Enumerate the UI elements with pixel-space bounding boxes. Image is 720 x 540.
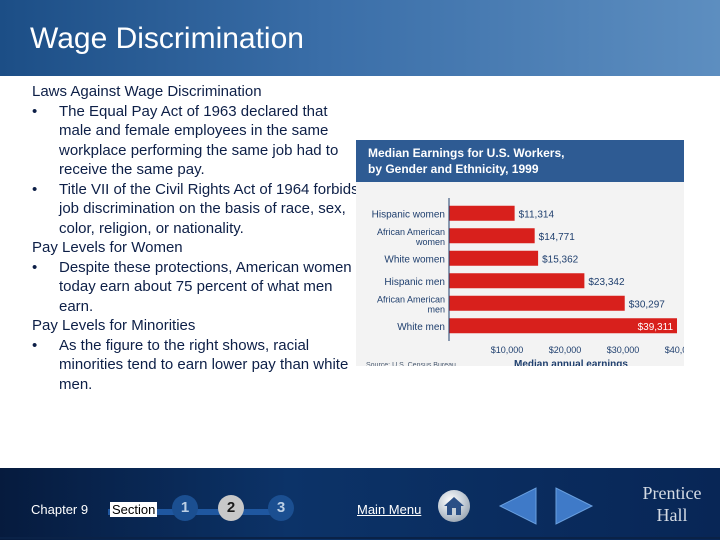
brand-line-2: Hall (656, 505, 688, 525)
heading-laws: Laws Against Wage Discrimination (32, 83, 262, 100)
earnings-chart: Median Earnings for U.S. Workers, by Gen… (356, 140, 684, 366)
x-tick-label: $20,000 (549, 345, 582, 355)
slide-title: Wage Discrimination (30, 22, 304, 55)
chart-bar (449, 273, 585, 289)
chapter-label[interactable]: Chapter 9 (31, 502, 89, 517)
forward-button[interactable] (552, 484, 596, 528)
bullet-dot: • (32, 336, 38, 354)
chart-title-bar: Median Earnings for U.S. Workers, by Gen… (356, 140, 684, 182)
value-label: $11,314 (519, 209, 555, 220)
bullet-dot: • (32, 180, 38, 198)
value-label: $15,362 (542, 254, 579, 265)
chart-source: Source: U.S. Census Bureau (366, 362, 456, 366)
bullet-equal-pay: • The Equal Pay Act of 1963 declared that… (32, 102, 362, 180)
x-axis-title: Median annual earnings (514, 359, 628, 366)
category-label: Hispanic women (372, 209, 445, 220)
value-label: $39,311 (638, 322, 674, 333)
category-label: African American (377, 227, 445, 237)
title-bar: Wage Discrimination (0, 0, 720, 76)
bullet-text: The Equal Pay Act of 1963 declared that … (59, 102, 339, 179)
x-tick-label: $30,000 (607, 345, 640, 355)
bullet-minorities-pay: • As the figure to the right shows, racia… (32, 336, 362, 395)
house-icon (444, 497, 464, 515)
chart-bar (449, 250, 539, 266)
bullet-title-vii: • Title VII of the Civil Rights Act of 19… (32, 180, 362, 239)
heading-minorities: Pay Levels for Minorities (32, 317, 196, 334)
chart-title: Median Earnings for U.S. Workers, (368, 146, 565, 160)
category-label: African American (377, 294, 445, 304)
brand-line-1: Prentice (642, 483, 702, 503)
bullet-women-pay: • Despite these protections, American wom… (32, 258, 362, 317)
category-label: men (427, 304, 445, 314)
chart-bar (449, 318, 678, 334)
value-label: $14,771 (539, 232, 576, 243)
x-tick-label: $10,000 (491, 345, 524, 355)
back-arrow-icon (498, 487, 537, 525)
bullet-dot: • (32, 258, 38, 276)
bullet-dot: • (32, 102, 38, 120)
forward-arrow-icon (555, 487, 594, 525)
category-label: White women (384, 254, 445, 265)
chart-bar (449, 295, 625, 311)
back-button[interactable] (496, 484, 540, 528)
x-tick-label: $40,000 (665, 345, 684, 355)
chart-bar (449, 205, 515, 221)
heading-women: Pay Levels for Women (32, 239, 183, 256)
section-label: Section (110, 502, 158, 517)
chart-subtitle: by Gender and Ethnicity, 1999 (368, 162, 539, 176)
slide-content: Laws Against Wage Discrimination • The Eq… (32, 82, 362, 394)
chart-bar (449, 228, 535, 244)
prentice-hall-logo: Prentice Hall (630, 482, 714, 532)
bullet-text: Title VII of the Civil Rights Act of 196… (59, 180, 359, 237)
home-button[interactable] (438, 490, 470, 522)
main-menu-link[interactable]: Main Menu (357, 502, 422, 517)
bullet-text: As the figure to the right shows, racial… (59, 336, 349, 393)
value-label: $23,342 (588, 277, 625, 288)
category-label: White men (397, 322, 445, 333)
value-label: $30,297 (629, 299, 666, 310)
section-1-button[interactable]: 1 (172, 495, 198, 521)
section-2-button[interactable]: 2 (218, 495, 244, 521)
section-3-button[interactable]: 3 (268, 495, 294, 521)
bullet-text: Despite these protections, American wome… (59, 258, 352, 315)
category-label: Hispanic men (384, 277, 445, 288)
category-label: women (415, 237, 445, 247)
